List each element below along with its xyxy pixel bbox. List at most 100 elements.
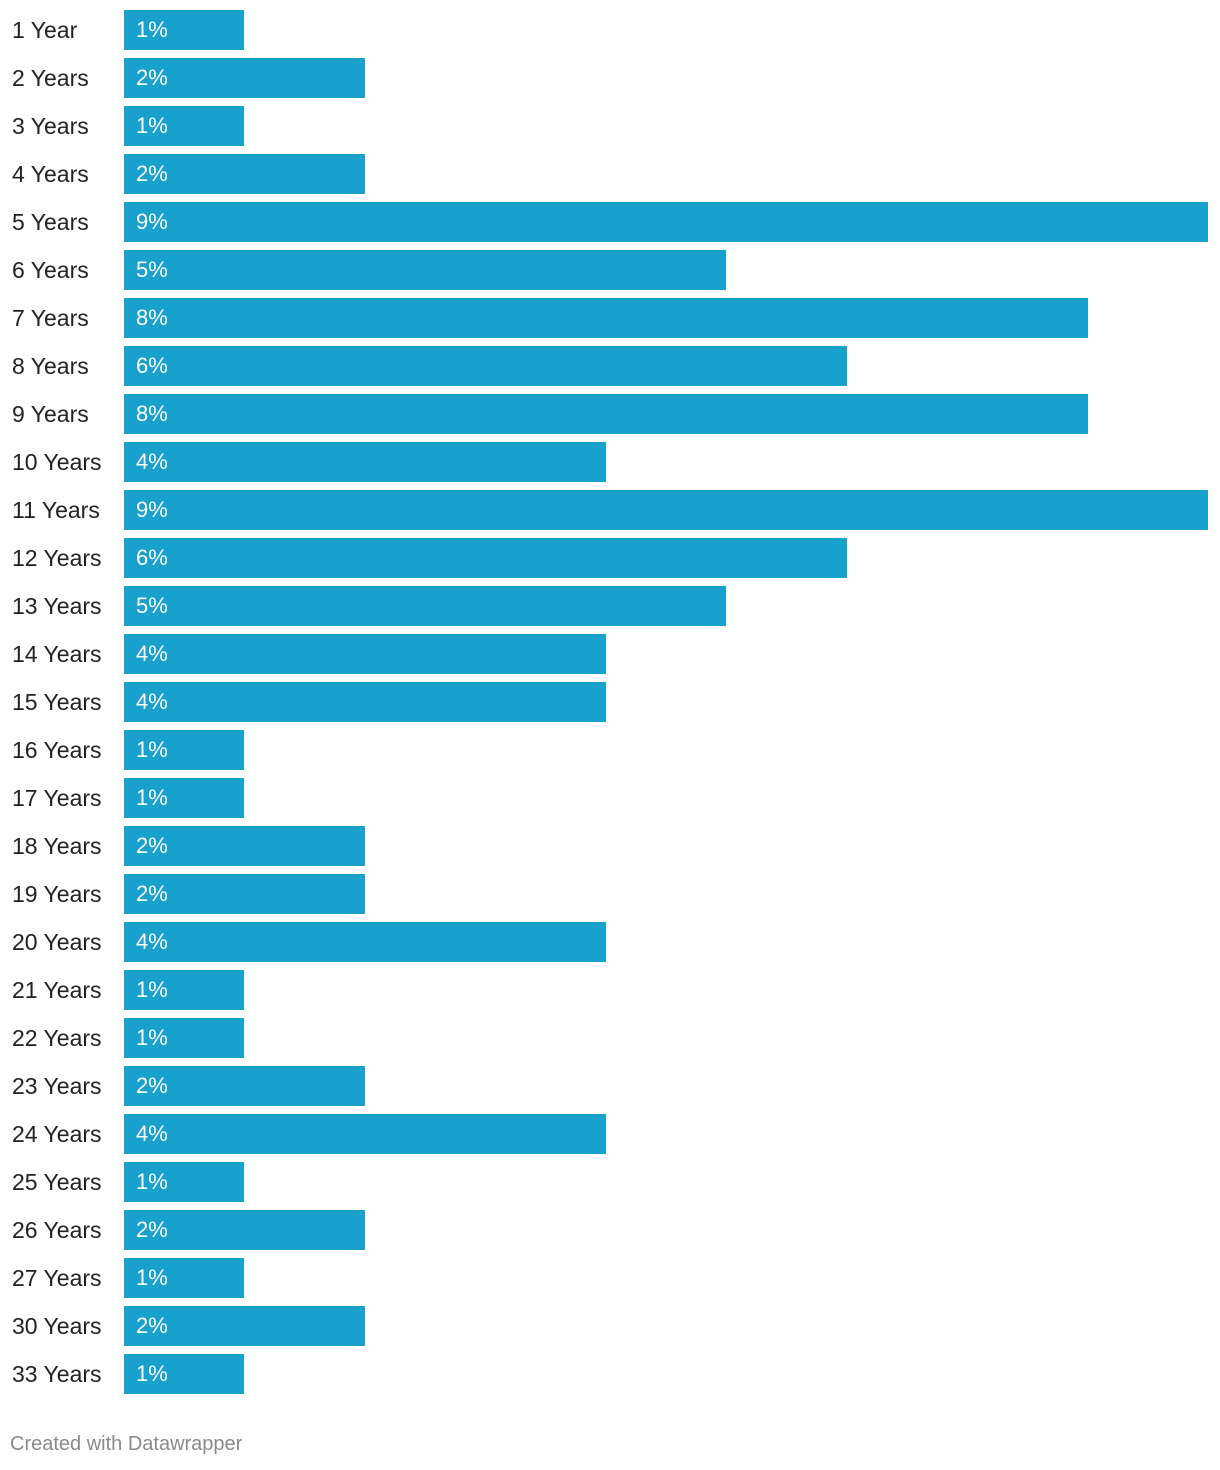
bar-value-label: 4% xyxy=(136,1121,168,1146)
category-label: 30 Years xyxy=(12,1313,102,1339)
bar xyxy=(124,1162,244,1202)
bar-row: 17 Years 1% xyxy=(0,778,1220,818)
bar-row: 8 Years 6% xyxy=(0,346,1220,386)
bar xyxy=(124,1066,365,1106)
bar xyxy=(124,778,244,818)
bar-row: 27 Years 1% xyxy=(0,1258,1220,1298)
bar-row: 9 Years 8% xyxy=(0,394,1220,434)
bar xyxy=(124,442,606,482)
bar-row: 21 Years 1% xyxy=(0,970,1220,1010)
bar xyxy=(124,682,606,722)
bar-value-label: 1% xyxy=(136,113,168,138)
category-label: 25 Years xyxy=(12,1169,102,1195)
bar-value-label: 1% xyxy=(136,977,168,1002)
bar xyxy=(124,730,244,770)
bar-row: 4 Years 2% xyxy=(0,154,1220,194)
category-label: 15 Years xyxy=(12,689,102,715)
bar xyxy=(124,154,365,194)
bar xyxy=(124,1354,244,1394)
bar-value-label: 6% xyxy=(136,545,168,570)
bar-value-label: 1% xyxy=(136,1169,168,1194)
category-label: 16 Years xyxy=(12,737,102,763)
bar-value-label: 4% xyxy=(136,929,168,954)
bar-value-label: 4% xyxy=(136,449,168,474)
bar xyxy=(124,1306,365,1346)
bar-row: 6 Years 5% xyxy=(0,250,1220,290)
bar-row: 16 Years 1% xyxy=(0,730,1220,770)
category-label: 26 Years xyxy=(12,1217,102,1243)
bar xyxy=(124,922,606,962)
bar-row: 22 Years 1% xyxy=(0,1018,1220,1058)
bar xyxy=(124,58,365,98)
category-label: 13 Years xyxy=(12,593,102,619)
category-label: 2 Years xyxy=(12,65,89,91)
category-label: 6 Years xyxy=(12,257,89,283)
category-label: 1 Year xyxy=(12,17,78,43)
bar-value-label: 2% xyxy=(136,1073,168,1098)
bar-value-label: 2% xyxy=(136,1217,168,1242)
bar xyxy=(124,298,1088,338)
bar xyxy=(124,586,726,626)
bar xyxy=(124,970,244,1010)
category-label: 4 Years xyxy=(12,161,89,187)
bar xyxy=(124,1258,244,1298)
category-label: 11 Years xyxy=(12,497,100,523)
bar-chart: 1 Year 1% 2 Years 2% 3 Years 1% 4 Years 2% 5 Yea… xyxy=(0,10,1220,1394)
category-label: 33 Years xyxy=(12,1361,102,1387)
category-label: 21 Years xyxy=(12,977,102,1003)
bar xyxy=(124,202,1208,242)
bar-row: 33 Years 1% xyxy=(0,1354,1220,1394)
bar-value-label: 9% xyxy=(136,209,168,234)
bar-row: 1 Year 1% xyxy=(0,10,1220,50)
bar xyxy=(124,346,847,386)
bar xyxy=(124,106,244,146)
category-label: 14 Years xyxy=(12,641,102,667)
bar-value-label: 2% xyxy=(136,65,168,90)
bar xyxy=(124,634,606,674)
bar xyxy=(124,10,244,50)
bar-value-label: 1% xyxy=(136,1265,168,1290)
bar-value-label: 1% xyxy=(136,17,168,42)
category-label: 5 Years xyxy=(12,209,89,235)
bar-row: 18 Years 2% xyxy=(0,826,1220,866)
bar xyxy=(124,394,1088,434)
category-label: 12 Years xyxy=(12,545,102,571)
bar-row: 23 Years 2% xyxy=(0,1066,1220,1106)
bar-value-label: 2% xyxy=(136,161,168,186)
category-label: 19 Years xyxy=(12,881,102,907)
category-label: 8 Years xyxy=(12,353,89,379)
bar-value-label: 4% xyxy=(136,689,168,714)
bar-row: 26 Years 2% xyxy=(0,1210,1220,1250)
bar-row: 7 Years 8% xyxy=(0,298,1220,338)
category-label: 18 Years xyxy=(12,833,102,859)
bar-row: 11 Years 9% xyxy=(0,490,1220,530)
category-label: 27 Years xyxy=(12,1265,102,1291)
bar-value-label: 2% xyxy=(136,1313,168,1338)
category-label: 22 Years xyxy=(12,1025,102,1051)
bar-row: 19 Years 2% xyxy=(0,874,1220,914)
bar-row: 14 Years 4% xyxy=(0,634,1220,674)
bar-value-label: 6% xyxy=(136,353,168,378)
category-label: 10 Years xyxy=(12,449,102,475)
bar-row: 20 Years 4% xyxy=(0,922,1220,962)
bar-row: 13 Years 5% xyxy=(0,586,1220,626)
bar xyxy=(124,1018,244,1058)
chart-credit: Created with Datawrapper xyxy=(10,1433,243,1455)
bar-row: 15 Years 4% xyxy=(0,682,1220,722)
bar-value-label: 9% xyxy=(136,497,168,522)
bar-row: 3 Years 1% xyxy=(0,106,1220,146)
bar xyxy=(124,250,726,290)
bar-row: 30 Years 2% xyxy=(0,1306,1220,1346)
bar-row: 5 Years 9% xyxy=(0,202,1220,242)
bar xyxy=(124,1210,365,1250)
category-label: 23 Years xyxy=(12,1073,102,1099)
bar-row: 12 Years 6% xyxy=(0,538,1220,578)
bar-value-label: 2% xyxy=(136,833,168,858)
bar-value-label: 1% xyxy=(136,1025,168,1050)
bar-value-label: 5% xyxy=(136,593,168,618)
bar-value-label: 1% xyxy=(136,785,168,810)
bar-row: 10 Years 4% xyxy=(0,442,1220,482)
category-label: 17 Years xyxy=(12,785,102,811)
bar-row: 2 Years 2% xyxy=(0,58,1220,98)
bar xyxy=(124,874,365,914)
